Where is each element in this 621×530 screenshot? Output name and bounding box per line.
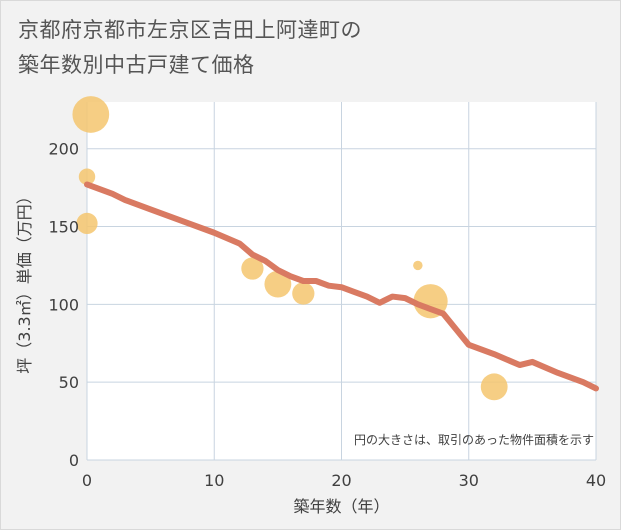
bubble-point <box>413 260 423 271</box>
y-tick-label: 50 <box>59 373 79 392</box>
y-tick-label: 150 <box>48 218 79 237</box>
chart-title-line-1: 京都府京都市左京区吉田上阿達町の <box>18 18 362 42</box>
chart-title: 京都府京都市左京区吉田上阿達町の 築年数別中古戸建て価格 <box>18 13 578 83</box>
bubble-size-note: 円の大きさは、取引のあった物件面積を示す <box>354 432 594 447</box>
bubble-point <box>264 270 292 298</box>
y-axis-label: 坪（3.3㎡）単価（万円） <box>15 188 34 373</box>
axis-ticks: 0 10 20 30 40 0 50 100 150 200 <box>48 140 606 490</box>
bubble-point <box>78 168 96 185</box>
x-tick-label: 20 <box>331 471 351 490</box>
grid-lines <box>86 102 597 461</box>
bubble-point <box>76 212 98 235</box>
bubble-point <box>292 282 315 305</box>
y-tick-label: 200 <box>48 140 79 159</box>
trend-line <box>84 181 599 392</box>
x-tick-label: 10 <box>204 471 224 490</box>
x-tick-label: 0 <box>82 471 92 490</box>
y-tick-label: 100 <box>48 295 79 314</box>
bubble-point <box>480 373 508 401</box>
bubble-point <box>241 257 264 280</box>
x-axis-label: 築年数（年） <box>293 497 389 516</box>
chart-title-line-2: 築年数別中古戸建て価格 <box>18 53 255 77</box>
y-tick-label: 0 <box>69 451 79 470</box>
x-tick-label: 40 <box>586 471 606 490</box>
x-tick-label: 30 <box>459 471 479 490</box>
bubble-point <box>72 96 110 133</box>
